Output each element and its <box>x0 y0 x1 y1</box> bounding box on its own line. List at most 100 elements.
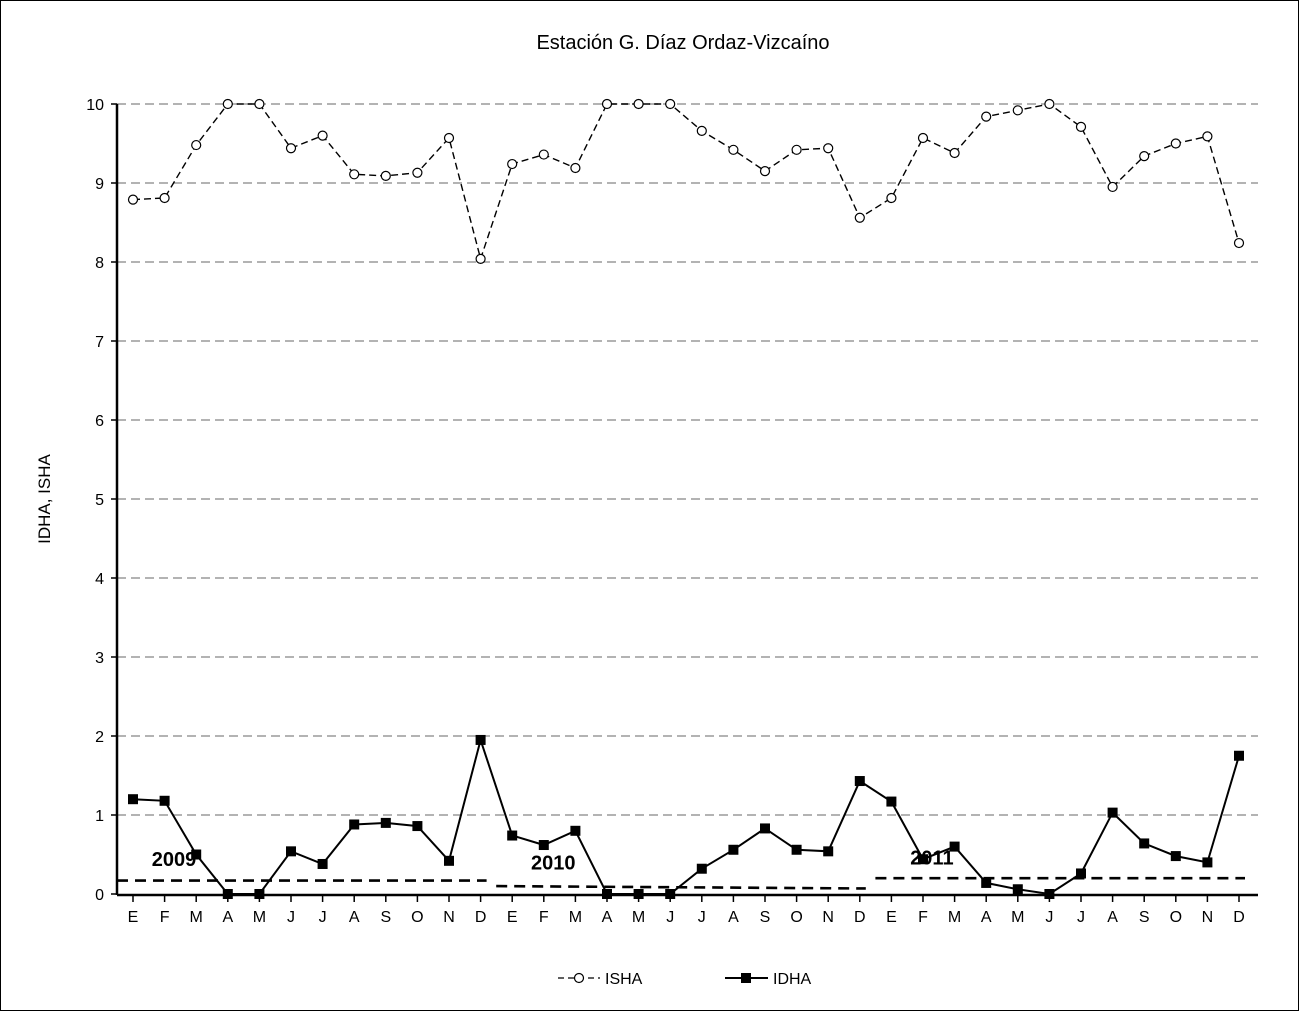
point-isha <box>823 143 834 154</box>
y-tick-label: 9 <box>95 176 104 193</box>
point-isha <box>633 98 644 110</box>
point-idha <box>286 846 296 857</box>
y-tick-label: 6 <box>95 413 104 430</box>
point-isha <box>917 132 929 144</box>
point-isha <box>1139 151 1150 162</box>
point-isha <box>601 98 613 110</box>
x-tick-label: O <box>790 909 802 926</box>
year-label-2011: 2011 <box>910 848 953 870</box>
annual-reference-lines: 2009 2010 2011 <box>117 848 1245 890</box>
point-isha <box>443 132 455 144</box>
x-tick-label: M <box>948 909 961 926</box>
point-idha <box>1107 807 1118 818</box>
point-isha <box>159 192 170 204</box>
point-idha <box>349 819 360 830</box>
point-idha <box>791 844 802 855</box>
point-idha <box>475 734 486 745</box>
y-axis-title: IDHA, ISHA <box>35 453 54 543</box>
x-tick-label: M <box>253 909 266 926</box>
x-tick-label: E <box>128 909 139 926</box>
point-isha <box>1202 131 1213 142</box>
y-tick-label: 1 <box>95 808 104 825</box>
point-idha <box>918 854 928 865</box>
legend: ISHA IDHA <box>558 971 812 988</box>
x-tick-label: J <box>666 909 674 926</box>
series-line-isha <box>132 103 1240 262</box>
series-idha <box>128 734 1244 899</box>
x-tick-label: O <box>1170 909 1182 926</box>
x-tick-label: N <box>443 909 455 926</box>
point-idha <box>823 846 834 857</box>
x-tick-label: A <box>1107 909 1118 926</box>
point-isha <box>127 194 139 205</box>
x-tick-label: M <box>1011 909 1024 926</box>
point-idha <box>507 830 518 841</box>
x-tick-label: S <box>760 909 771 926</box>
point-idha <box>538 840 549 851</box>
y-tick-label: 3 <box>95 650 104 667</box>
y-tick-label: 5 <box>95 492 104 509</box>
point-idha <box>128 794 138 805</box>
point-idha <box>444 855 454 866</box>
point-idha <box>1170 851 1181 862</box>
y-tick-label: 2 <box>95 729 104 746</box>
x-tick-label: A <box>602 909 613 926</box>
point-idha <box>728 844 739 855</box>
point-idha <box>854 776 865 787</box>
point-idha <box>760 823 770 834</box>
point-isha <box>538 149 549 160</box>
point-idha <box>886 796 897 807</box>
point-isha <box>191 139 202 151</box>
x-tick-label: A <box>728 909 739 926</box>
point-isha <box>1233 237 1245 249</box>
x-tick-label: S <box>380 909 391 926</box>
point-isha <box>285 143 297 154</box>
x-tick-label: A <box>349 909 360 926</box>
x-tick-label: F <box>539 909 549 926</box>
point-idha <box>696 863 707 874</box>
point-isha <box>349 169 360 180</box>
series-isha <box>127 98 1245 264</box>
point-isha <box>949 147 960 159</box>
legend-isha-marker <box>573 972 585 984</box>
point-isha <box>696 125 707 136</box>
x-tick-label: J <box>287 909 295 926</box>
point-isha <box>317 130 328 141</box>
x-tick-label: D <box>854 909 866 926</box>
point-isha <box>791 144 802 155</box>
legend-idha-marker <box>741 973 751 983</box>
x-tick-label: E <box>886 909 897 926</box>
x-tick-label: J <box>319 909 327 926</box>
point-isha <box>886 192 897 204</box>
point-isha <box>728 144 739 155</box>
y-tick-label: 10 <box>86 97 104 114</box>
chart-title: Estación G. Díaz Ordaz-Vizcaíno <box>536 32 829 54</box>
point-idha <box>1076 868 1086 879</box>
x-tick-label: J <box>1077 909 1085 926</box>
x-tick-label: O <box>411 909 423 926</box>
point-idha <box>159 795 170 806</box>
point-isha <box>1170 138 1181 149</box>
legend-item-isha: ISHA <box>558 971 643 988</box>
point-isha <box>222 98 233 110</box>
x-tick-label: N <box>1202 909 1214 926</box>
x-tick-label: F <box>918 909 928 926</box>
y-axis-ticks: 0 1 2 3 4 5 6 7 8 9 10 <box>86 97 117 904</box>
point-idha <box>1012 884 1023 895</box>
point-isha <box>254 98 265 110</box>
y-tick-label: 4 <box>95 571 104 588</box>
x-tick-label: M <box>569 909 582 926</box>
x-tick-label: M <box>190 909 203 926</box>
y-tick-label: 8 <box>95 255 104 272</box>
x-tick-label: F <box>160 909 170 926</box>
point-isha <box>412 167 423 178</box>
series-line-idha <box>132 736 1240 896</box>
point-idha <box>1139 838 1150 849</box>
point-idha <box>380 817 391 828</box>
point-idha <box>317 858 328 869</box>
annual-reference-line <box>496 884 866 890</box>
year-label-2010: 2010 <box>531 852 576 874</box>
point-isha <box>1012 105 1023 116</box>
point-idha <box>949 841 960 852</box>
